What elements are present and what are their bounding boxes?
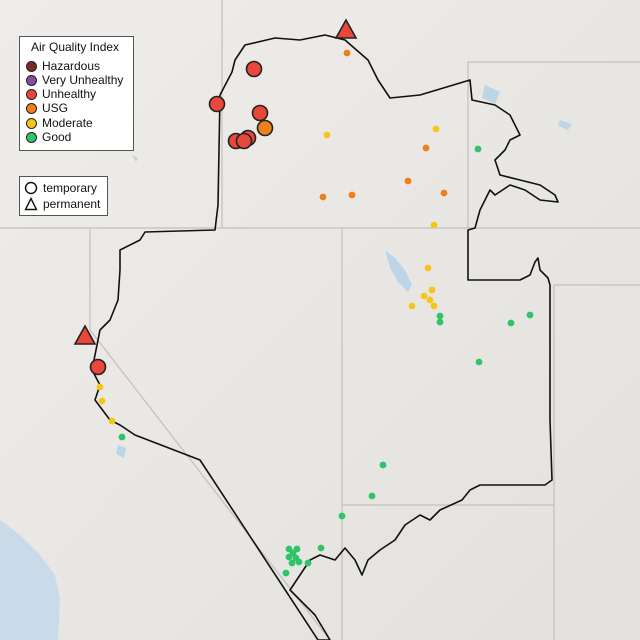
sensor-marker[interactable]	[317, 544, 325, 552]
legend-item-permanent: permanent	[24, 196, 100, 212]
sensor-marker[interactable]	[295, 558, 303, 566]
sensor-marker[interactable]	[420, 292, 428, 300]
sensor-marker[interactable]	[96, 383, 104, 391]
sensor-marker[interactable]	[436, 312, 444, 320]
sensor-marker[interactable]	[424, 264, 432, 272]
aqi-legend: Air Quality Index Hazardous Very Unhealt…	[19, 36, 134, 151]
temporary-monitor-marker[interactable]	[256, 119, 274, 137]
lakes	[116, 85, 572, 458]
usg-swatch	[26, 102, 37, 114]
legend-item-moderate: Moderate	[26, 116, 93, 130]
sensor-marker[interactable]	[526, 311, 534, 319]
legend-item-good: Good	[26, 130, 71, 144]
legend-item-hazardous: Hazardous	[26, 59, 100, 73]
temporary-monitor-marker[interactable]	[251, 104, 269, 122]
sensor-marker[interactable]	[507, 319, 515, 327]
sensor-marker[interactable]	[108, 417, 116, 425]
pacific-ocean	[0, 520, 60, 640]
sensor-marker[interactable]	[428, 286, 436, 294]
sensor-marker[interactable]	[408, 302, 416, 310]
temporary-monitor-marker[interactable]	[235, 132, 253, 150]
legend-item-unhealthy: Unhealthy	[26, 87, 96, 101]
sensor-marker[interactable]	[348, 191, 356, 199]
sensor-marker[interactable]	[404, 177, 412, 185]
sensor-marker[interactable]	[338, 512, 346, 520]
legend-label: Hazardous	[42, 59, 101, 73]
monitor-type-legend: temporary permanent	[19, 176, 108, 216]
permanent-monitor-marker[interactable]	[73, 324, 97, 345]
sensor-marker[interactable]	[430, 302, 438, 310]
legend-item-temporary: temporary	[24, 180, 97, 196]
sensor-marker[interactable]	[285, 553, 293, 561]
monitor-markers	[89, 49, 534, 577]
sensor-marker[interactable]	[319, 193, 327, 201]
sensor-marker[interactable]	[430, 221, 438, 229]
sensor-marker[interactable]	[432, 125, 440, 133]
very-unhealthy-swatch	[26, 74, 37, 86]
legend-label: USG	[42, 101, 69, 115]
sensor-marker[interactable]	[293, 545, 301, 553]
sensor-marker[interactable]	[368, 492, 376, 500]
sensor-marker[interactable]	[422, 144, 430, 152]
temporary-monitor-marker[interactable]	[245, 60, 263, 78]
sensor-marker[interactable]	[323, 131, 331, 139]
temporary-monitor-marker[interactable]	[208, 95, 226, 113]
sensor-marker[interactable]	[436, 318, 444, 326]
legend-label: Unhealthy	[42, 87, 97, 101]
unhealthy-swatch	[26, 88, 37, 100]
legend-title: Air Quality Index	[31, 40, 120, 54]
sensor-marker[interactable]	[426, 296, 434, 304]
sensor-marker[interactable]	[475, 358, 483, 366]
district-boundary	[91, 34, 559, 640]
permanent-monitor-marker[interactable]	[334, 18, 358, 39]
sensor-marker[interactable]	[343, 49, 351, 57]
legend-label: temporary	[43, 181, 98, 195]
sensor-marker[interactable]	[282, 569, 290, 577]
sensor-marker[interactable]	[474, 145, 482, 153]
good-swatch	[26, 131, 37, 143]
sensor-marker[interactable]	[379, 461, 387, 469]
circle-icon	[24, 181, 38, 195]
hazardous-swatch	[26, 60, 37, 72]
legend-item-very-unhealthy: Very Unhealthy	[26, 73, 123, 87]
legend-item-usg: USG	[26, 101, 68, 115]
temporary-monitor-marker[interactable]	[89, 358, 107, 376]
sensor-marker[interactable]	[118, 433, 126, 441]
triangle-icon	[24, 197, 38, 211]
legend-label: Good	[42, 130, 72, 144]
legend-label: permanent	[43, 197, 101, 211]
moderate-swatch	[26, 117, 37, 129]
sensor-marker[interactable]	[304, 559, 312, 567]
sensor-marker[interactable]	[98, 397, 106, 405]
sensor-marker[interactable]	[440, 189, 448, 197]
legend-label: Very Unhealthy	[42, 73, 124, 87]
legend-label: Moderate	[42, 116, 93, 130]
sensor-marker[interactable]	[288, 559, 296, 567]
